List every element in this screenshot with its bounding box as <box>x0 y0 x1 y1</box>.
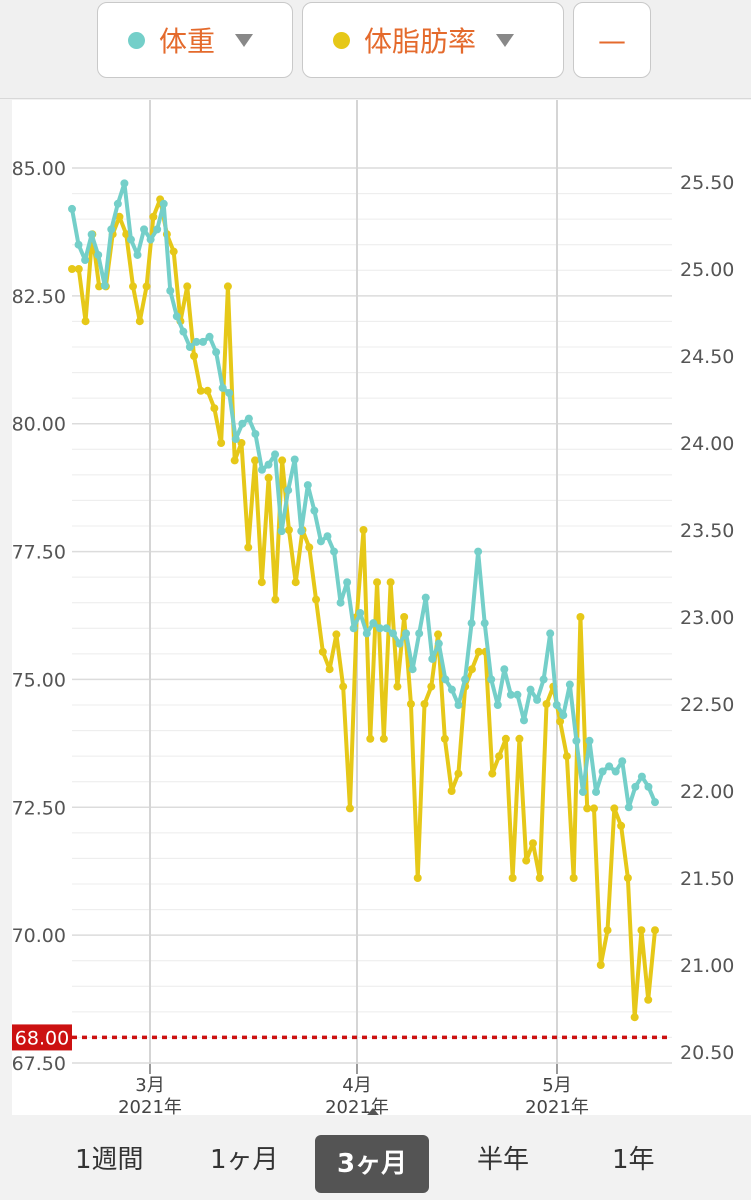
period-1year[interactable]: 1年 <box>612 1145 655 1175</box>
period-1month[interactable]: 1ヶ月 <box>210 1145 279 1175</box>
period-3months[interactable]: 3ヶ月 <box>315 1135 430 1193</box>
chevron-down-icon <box>235 33 254 47</box>
body-fat-selector[interactable]: 体脂肪率 <box>302 2 564 78</box>
chevron-down-icon <box>496 33 515 47</box>
weight-color-dot-icon <box>128 31 145 49</box>
weight-selector[interactable]: 体重 <box>97 2 293 78</box>
third-selector-label: — <box>598 23 626 57</box>
period-bar: 1週間 1ヶ月 3ヶ月 半年 1年 <box>0 1115 751 1200</box>
body-fat-selector-label: 体脂肪率 <box>364 25 477 58</box>
top-bar: 体重 体脂肪率 — <box>0 0 751 99</box>
third-selector[interactable]: — <box>573 2 651 78</box>
chart-area[interactable] <box>12 100 751 1115</box>
body-fat-color-dot-icon <box>333 31 350 49</box>
period-half-year[interactable]: 半年 <box>477 1145 530 1175</box>
period-1week[interactable]: 1週間 <box>75 1145 144 1175</box>
weight-selector-label: 体重 <box>159 25 216 58</box>
